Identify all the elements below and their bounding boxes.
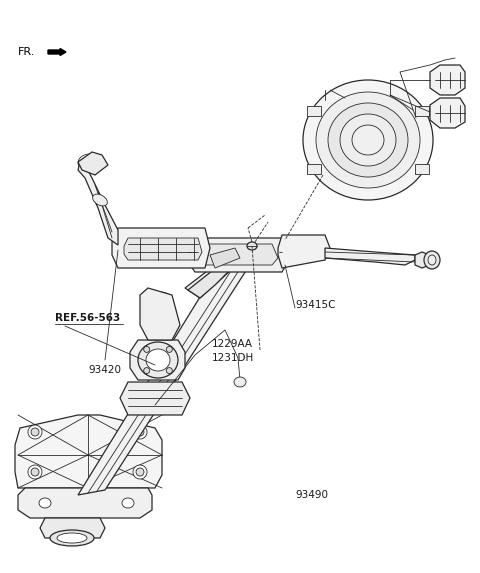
Polygon shape: [140, 288, 180, 340]
Ellipse shape: [146, 349, 170, 371]
Ellipse shape: [428, 255, 436, 265]
Text: 1229AA: 1229AA: [212, 339, 253, 349]
Polygon shape: [415, 252, 432, 268]
Polygon shape: [188, 263, 230, 298]
Polygon shape: [325, 248, 415, 265]
Ellipse shape: [28, 425, 42, 439]
Polygon shape: [415, 106, 429, 116]
Polygon shape: [430, 65, 465, 95]
Ellipse shape: [234, 377, 246, 387]
Ellipse shape: [138, 342, 178, 378]
Text: 1231DH: 1231DH: [212, 353, 254, 363]
Ellipse shape: [316, 92, 420, 188]
Polygon shape: [78, 152, 108, 175]
Polygon shape: [124, 238, 202, 260]
Ellipse shape: [133, 425, 147, 439]
Ellipse shape: [39, 498, 51, 508]
Ellipse shape: [136, 428, 144, 436]
Polygon shape: [210, 248, 240, 268]
Polygon shape: [78, 245, 258, 495]
Ellipse shape: [352, 125, 384, 155]
Ellipse shape: [424, 251, 440, 269]
Polygon shape: [18, 488, 152, 518]
Ellipse shape: [31, 468, 39, 476]
Ellipse shape: [303, 80, 433, 200]
Ellipse shape: [144, 347, 150, 352]
Text: 93415C: 93415C: [295, 300, 336, 310]
Polygon shape: [130, 340, 185, 380]
Polygon shape: [307, 164, 321, 174]
Polygon shape: [78, 162, 118, 245]
Ellipse shape: [57, 533, 87, 543]
FancyArrow shape: [48, 49, 66, 56]
Ellipse shape: [93, 194, 108, 206]
Polygon shape: [200, 244, 278, 265]
Text: FR.: FR.: [18, 47, 36, 57]
Ellipse shape: [133, 465, 147, 479]
Text: REF.56-563: REF.56-563: [55, 313, 120, 323]
Polygon shape: [430, 98, 465, 128]
Polygon shape: [307, 106, 321, 116]
Polygon shape: [188, 238, 290, 272]
Ellipse shape: [247, 242, 257, 250]
Polygon shape: [40, 518, 105, 538]
Ellipse shape: [136, 468, 144, 476]
Polygon shape: [112, 228, 210, 268]
Ellipse shape: [340, 114, 396, 166]
Ellipse shape: [50, 530, 94, 546]
Polygon shape: [278, 235, 330, 268]
Ellipse shape: [122, 498, 134, 508]
Polygon shape: [15, 415, 162, 488]
Text: 93490: 93490: [295, 490, 328, 500]
Ellipse shape: [166, 368, 172, 374]
Polygon shape: [415, 164, 429, 174]
Ellipse shape: [144, 368, 150, 374]
Polygon shape: [120, 382, 190, 415]
Ellipse shape: [28, 465, 42, 479]
Ellipse shape: [31, 428, 39, 436]
Polygon shape: [185, 252, 242, 298]
Ellipse shape: [328, 103, 408, 177]
Text: 93420: 93420: [88, 365, 121, 375]
Ellipse shape: [166, 347, 172, 352]
